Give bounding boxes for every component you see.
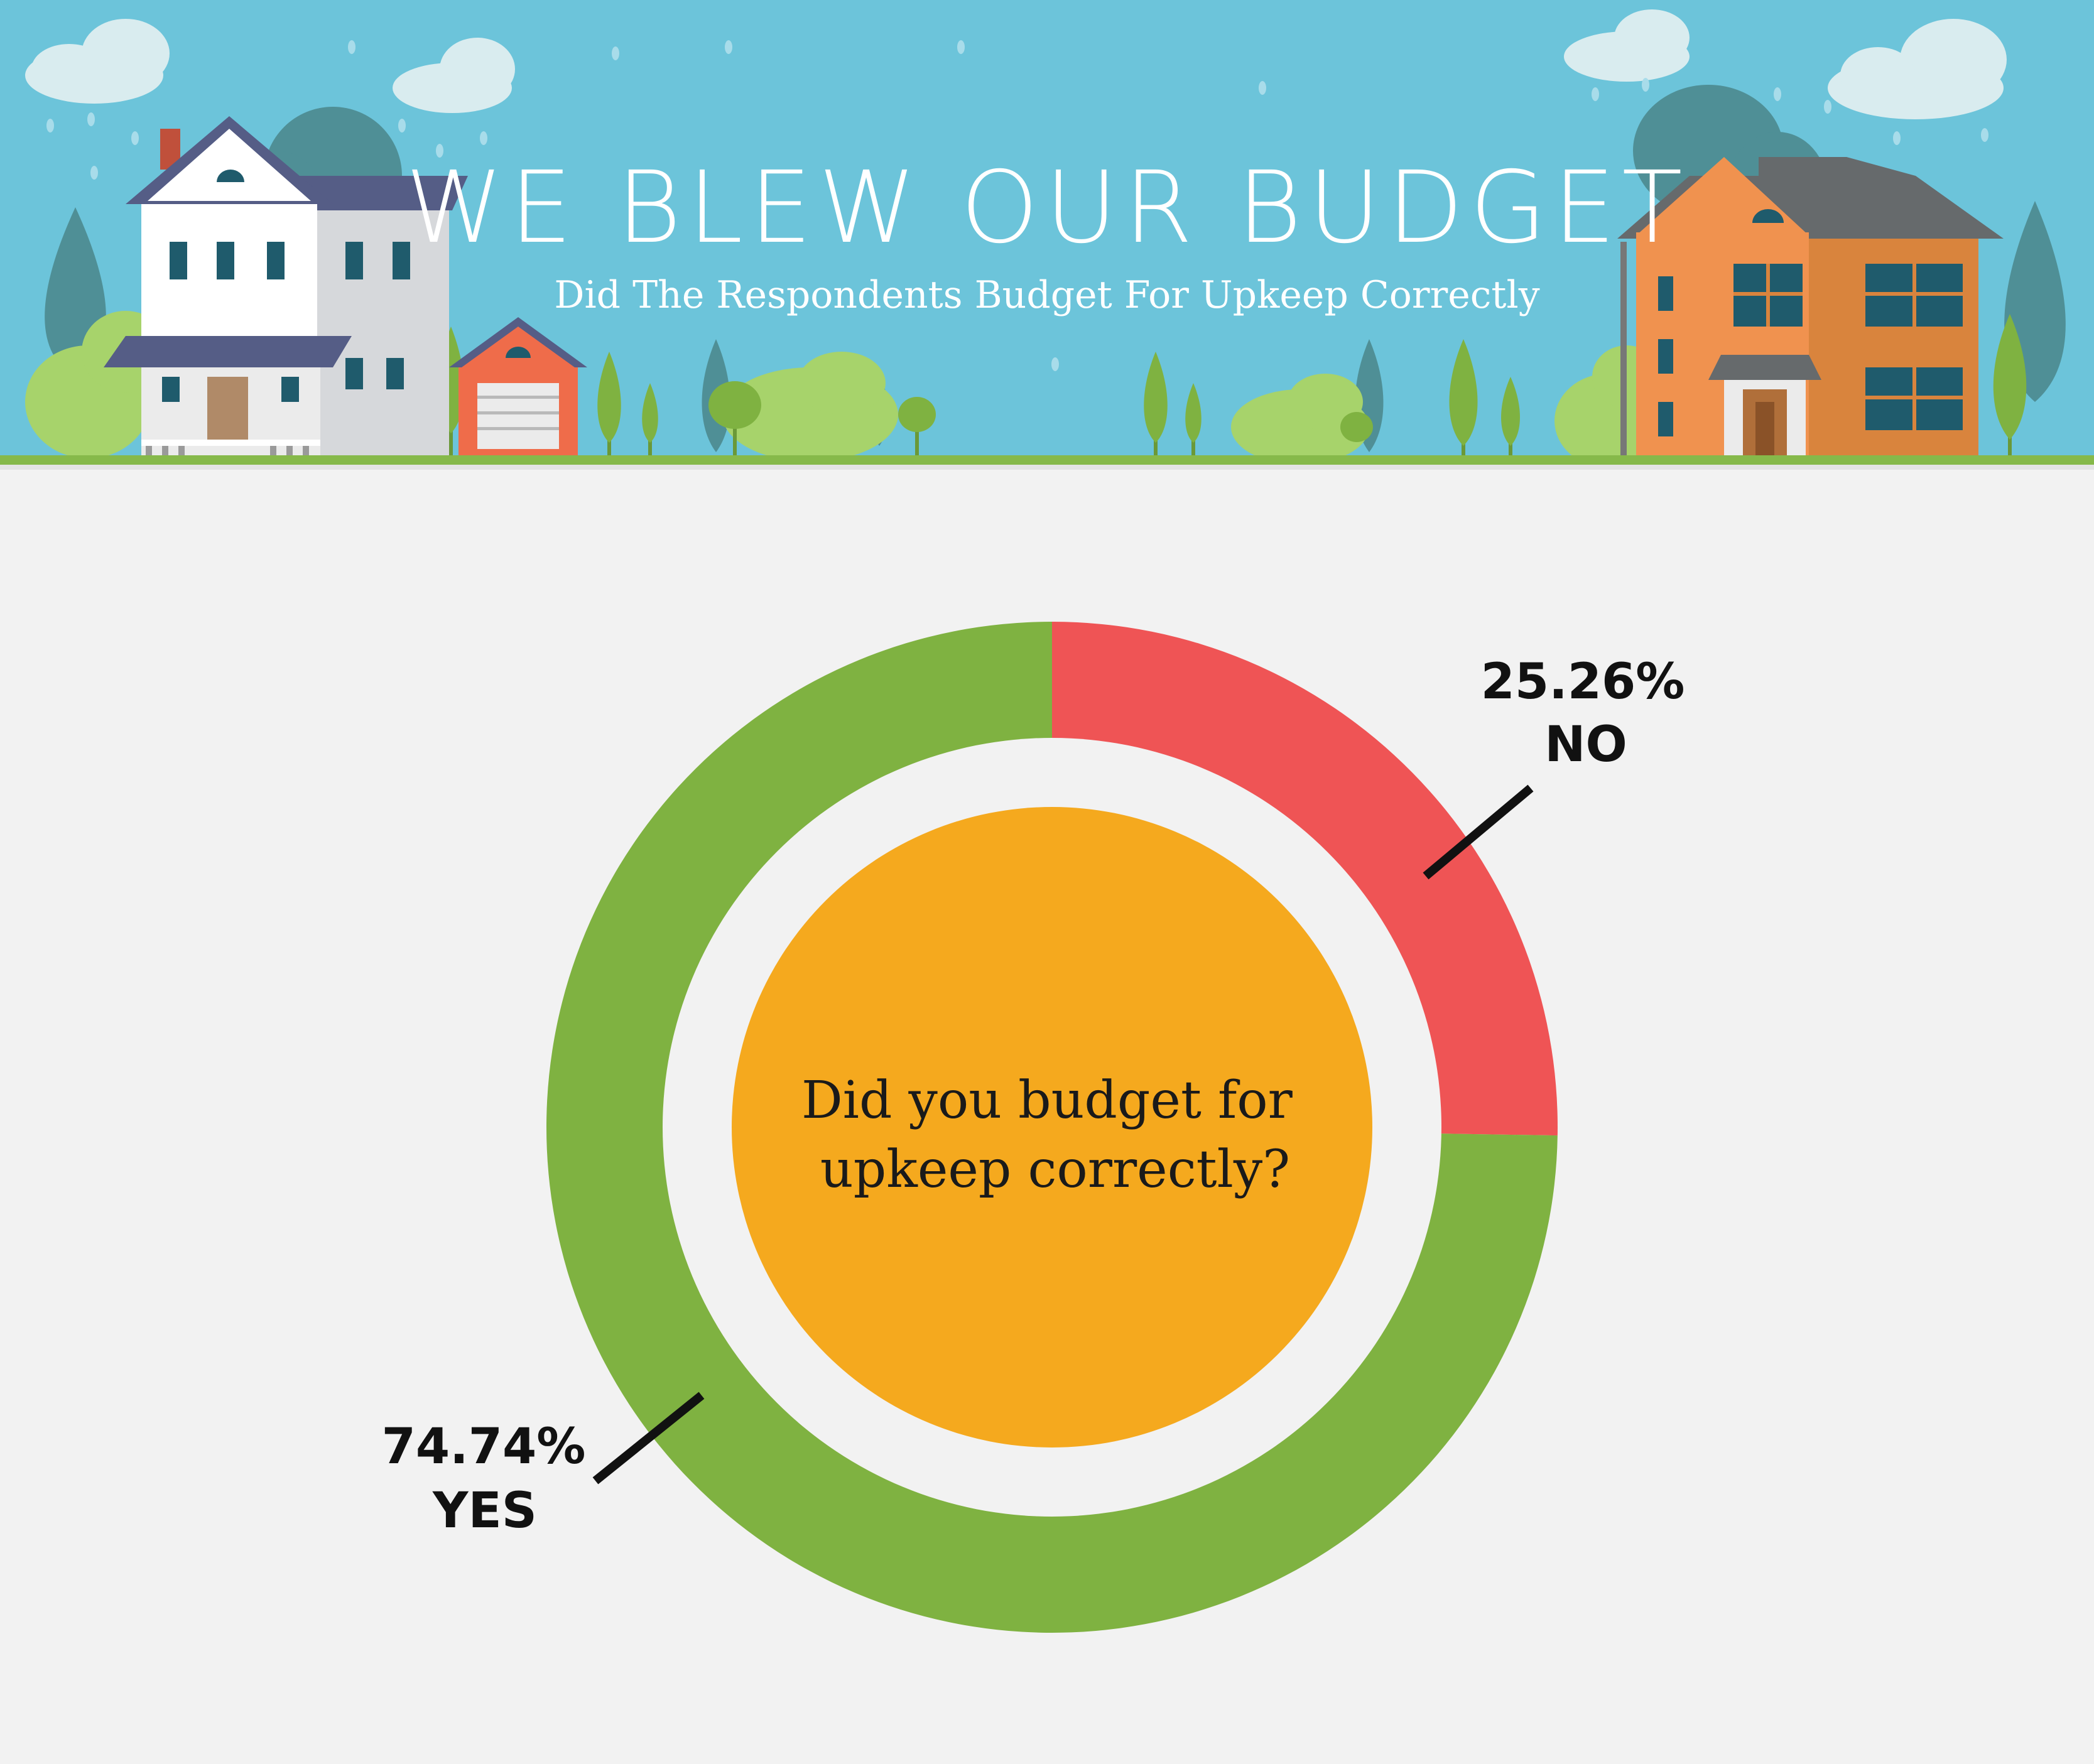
center-question-line-1: Did you budget for	[801, 1071, 1293, 1130]
data-label-yes-name: YES	[432, 1483, 537, 1539]
center-circle	[732, 807, 1372, 1447]
page-subtitle: Did The Respondents Budget For Upkeep Co…	[554, 273, 1539, 317]
header-banner: WE BLEW OUR BUDGET Did The Respondents B…	[0, 0, 2094, 470]
brick-house-illustration	[1617, 157, 2004, 465]
cloud-icon	[393, 38, 515, 113]
ground-strip	[0, 455, 2094, 467]
garage-illustration	[449, 317, 587, 465]
page-title: WE BLEW OUR BUDGET	[405, 150, 1689, 266]
leader-line-yes	[592, 1392, 705, 1485]
donut-chart: Did you budget for upkeep correctly? 25.…	[382, 622, 1685, 1633]
data-label-yes-value: 74.74%	[382, 1419, 586, 1475]
leader-line-no	[1423, 784, 1534, 880]
cloud-icon	[25, 19, 170, 104]
green-trees	[438, 314, 2027, 458]
data-label-no-name: NO	[1544, 717, 1627, 773]
cloud-icon	[1828, 19, 2007, 119]
ground-shadow	[0, 465, 2094, 470]
data-label-no-value: 25.26%	[1481, 654, 1685, 710]
cloud-icon	[1564, 9, 1690, 82]
center-question-line-2: upkeep correctly?	[820, 1140, 1290, 1199]
center-question: Did you budget for upkeep correctly?	[801, 1071, 1309, 1199]
raindrops	[46, 40, 1988, 371]
white-house-illustration	[104, 116, 468, 468]
